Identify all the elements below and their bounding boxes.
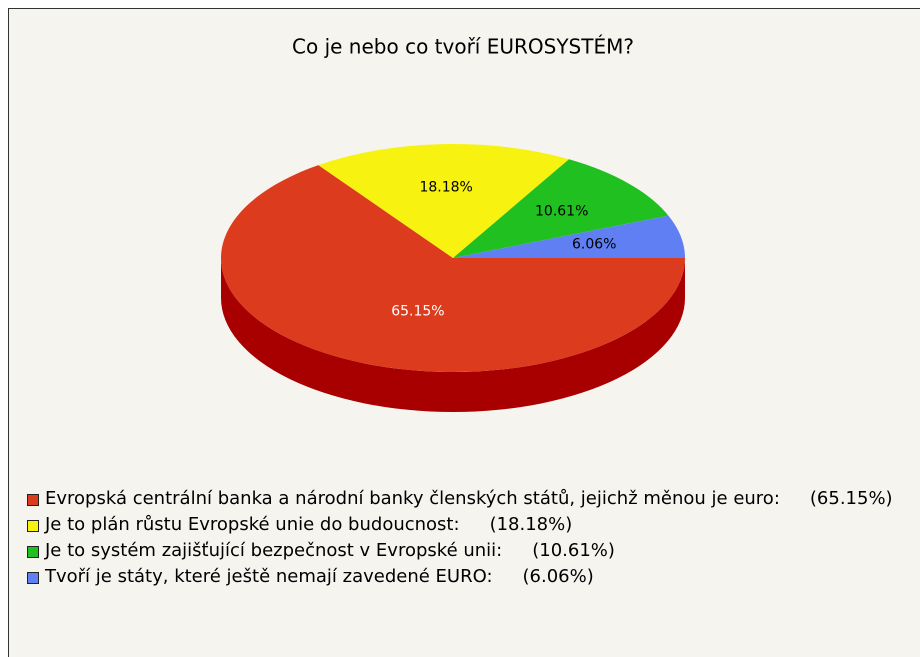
pie-slice [453, 215, 685, 258]
slice-label: 18.18% [419, 179, 472, 195]
legend-label: Tvoří je státy, které ještě nemají zaved… [45, 566, 493, 587]
slice-label: 65.15% [391, 303, 444, 319]
slice-label: 10.61% [535, 204, 588, 220]
legend-swatch [27, 520, 39, 532]
legend-label: Je to plán růstu Evropské unie do budouc… [45, 514, 460, 535]
legend-label: Je to systém zajišťující bezpečnost v Ev… [45, 540, 503, 561]
pie-slice [453, 159, 669, 258]
legend-item: Je to systém zajišťující bezpečnost v Ev… [27, 538, 895, 564]
pie-slice [220, 165, 685, 373]
legend-value: (18.18%) [489, 514, 573, 535]
chart-title: Co je nebo co tvoří EUROSYSTÉM? [292, 35, 634, 59]
legend-item: Evropská centrální banka a národní banky… [27, 486, 895, 512]
legend-value: (6.06%) [522, 566, 594, 587]
legend-value: (10.61%) [532, 540, 615, 561]
legend-item: Tvoří je státy, které ještě nemají zaved… [27, 564, 895, 590]
legend-swatch [27, 494, 39, 506]
legend-swatch [27, 572, 39, 584]
legend-value: (65.15%) [809, 488, 893, 509]
chart: Co je nebo co tvoří EUROSYSTÉM? 65.15% 18… [220, 35, 685, 412]
legend-label: Evropská centrální banka a národní banky… [45, 488, 780, 509]
legend-swatch [27, 546, 39, 558]
pie-slice [318, 144, 569, 258]
pie-side [221, 258, 685, 412]
legend: Evropská centrální banka a národní banky… [27, 486, 897, 590]
slice-label: 6.06% [572, 237, 616, 253]
legend-item: Je to plán růstu Evropské unie do budouc… [27, 512, 895, 538]
